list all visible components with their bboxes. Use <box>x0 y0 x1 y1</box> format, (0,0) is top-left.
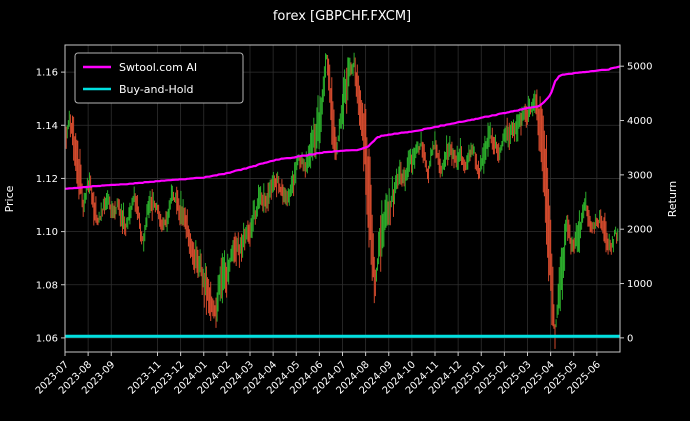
price-tick-label: 1.06 <box>36 333 58 344</box>
price-tick-label: 1.12 <box>36 174 58 185</box>
candles-down <box>65 55 618 349</box>
return-tick-label: 3000 <box>627 170 652 181</box>
price-tick-label: 1.08 <box>36 280 58 291</box>
price-tick-label: 1.10 <box>36 227 58 238</box>
ai-return-line <box>65 65 621 190</box>
axis-labels: forex [GBPCHF.FXCM] Price Return <box>3 9 679 217</box>
legend-label-ai: Swtool.com AI <box>119 61 197 74</box>
return-tick-label: 2000 <box>627 225 652 236</box>
return-tick-label: 4000 <box>627 116 652 127</box>
return-tick-label: 0 <box>627 333 633 344</box>
price-tick-label: 1.16 <box>36 68 58 79</box>
y-right-axis-label: Return <box>666 181 679 218</box>
candles-up <box>66 52 619 328</box>
price-tick-label: 1.14 <box>36 121 58 132</box>
chart-title: forex [GBPCHF.FXCM] <box>273 9 411 24</box>
legend: Swtool.com AI Buy-and-Hold <box>74 52 244 104</box>
legend-box <box>74 52 244 104</box>
return-tick-label: 5000 <box>627 62 652 73</box>
return-tick-label: 1000 <box>627 279 652 290</box>
y-left-axis-label: Price <box>3 185 16 212</box>
legend-label-buy-hold: Buy-and-Hold <box>119 83 194 96</box>
chart-series <box>65 52 621 349</box>
